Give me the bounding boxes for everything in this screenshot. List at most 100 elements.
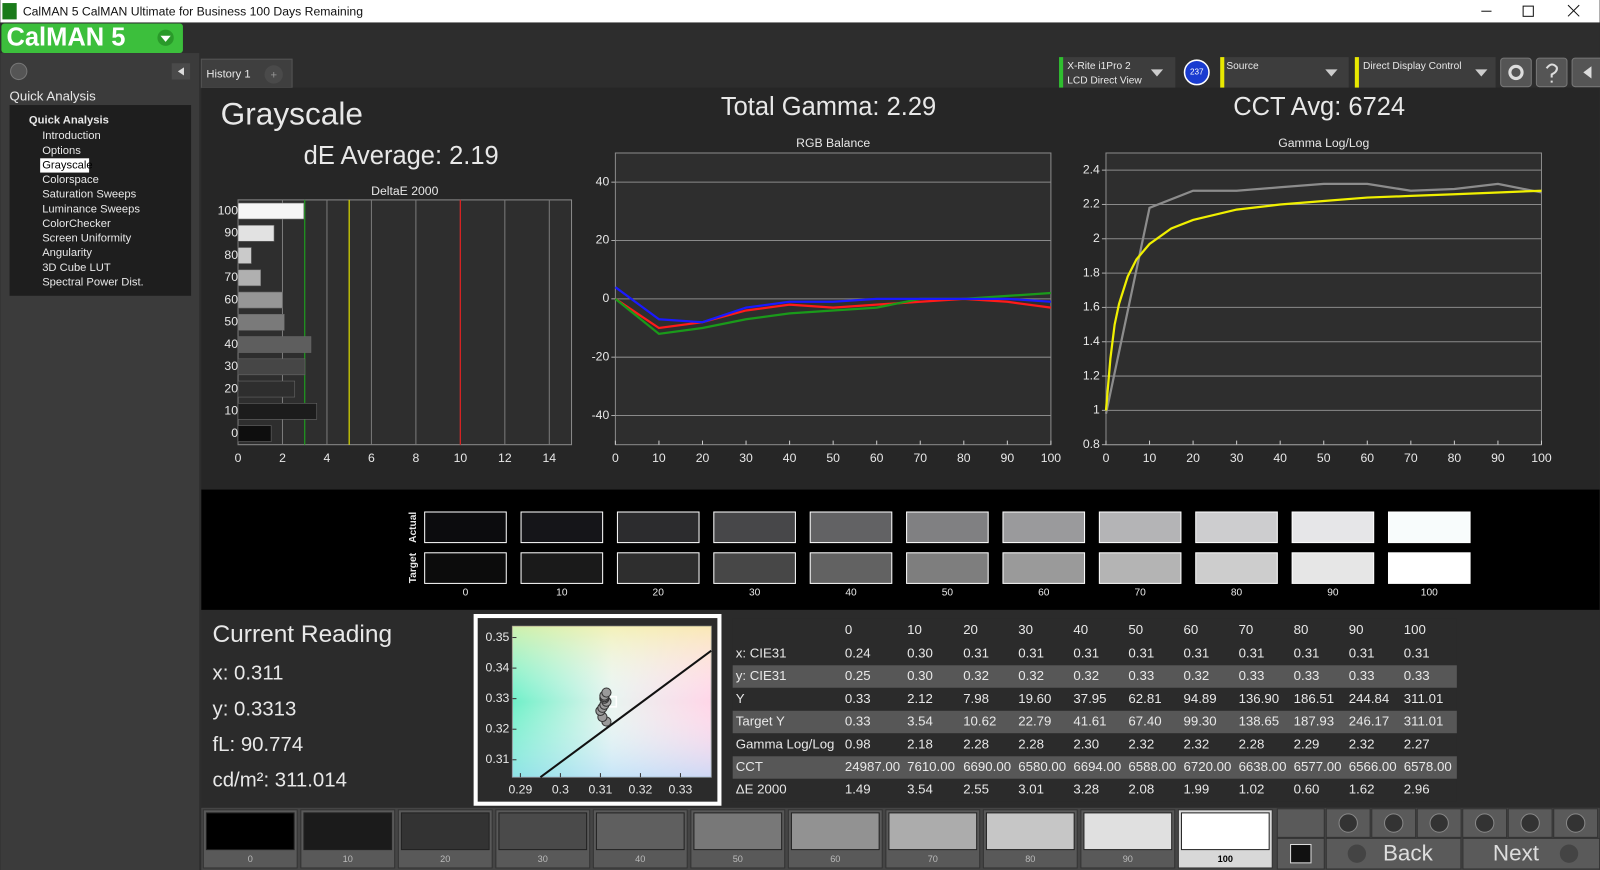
actual-swatch (809, 511, 893, 544)
source-label: Source (1226, 61, 1259, 72)
tree-item[interactable]: Luminance Sweeps (42, 203, 140, 215)
patch-label[interactable]: 10 (343, 854, 353, 864)
tab-label[interactable]: History 1 (206, 68, 250, 80)
logo-button[interactable] (1, 23, 183, 54)
table-cell: 0.31 (963, 645, 989, 660)
swatch-label: 0 (463, 587, 469, 598)
reading-value: cd/m²: 311.014 (213, 770, 347, 792)
swatch-label: 40 (845, 587, 857, 598)
table-cell: 1.49 (845, 782, 871, 797)
y-tick-label: 10 (224, 404, 238, 418)
logo: CalMAN 5 (6, 23, 125, 51)
x-tick-label: 80 (957, 451, 971, 465)
tree-item[interactable]: 3D Cube LUT (42, 262, 111, 274)
target-swatch (616, 552, 700, 584)
patch-label[interactable]: 70 (928, 854, 938, 864)
add-tab-label[interactable]: + (270, 69, 277, 81)
patch-swatch (400, 812, 490, 851)
y-tick-label: 0.8 (1083, 437, 1100, 451)
tree-item[interactable]: ColorChecker (42, 218, 111, 230)
help-button[interactable] (1535, 57, 1568, 88)
x-tick-label: 90 (1491, 451, 1505, 465)
patch-label[interactable]: 100 (1218, 854, 1233, 864)
bar (237, 247, 252, 264)
table-row-band (732, 756, 1457, 779)
back-label[interactable]: Back (1383, 841, 1434, 866)
x-tick-label: 70 (1404, 451, 1418, 465)
table-cell: 7.98 (963, 691, 989, 706)
table-cell: 0.33 (845, 691, 871, 706)
loop-icon (1474, 813, 1495, 833)
tree-item[interactable]: Angularity (42, 247, 92, 259)
table-cell: 0.25 (845, 668, 871, 683)
patch-label[interactable]: 80 (1025, 854, 1035, 864)
tree-item[interactable]: Colorspace (42, 174, 99, 186)
sidebar-pin[interactable] (10, 62, 28, 81)
table-cell: 0.31 (1404, 645, 1430, 660)
table-cell: 0.32 (1018, 668, 1044, 683)
table-cell: 1.02 (1239, 782, 1265, 797)
actual-swatch (1387, 511, 1471, 544)
display-select[interactable] (1354, 57, 1496, 88)
table-cell: 0.98 (845, 736, 871, 751)
table-cell: 1.99 (1183, 782, 1209, 797)
patch-label[interactable]: 20 (440, 854, 450, 864)
play-icon (1384, 813, 1404, 833)
dropdown-arrow (1325, 69, 1338, 77)
table-header: 90 (1349, 622, 1364, 637)
tree-item[interactable]: Spectral Power Dist. (42, 276, 144, 288)
bar (237, 269, 262, 287)
tree-item[interactable]: Saturation Sweeps (42, 189, 136, 201)
patch-label[interactable]: 40 (635, 854, 645, 864)
tree-selection (40, 158, 90, 173)
table-row-band (732, 710, 1457, 734)
meter-indicator (1059, 57, 1064, 88)
patch-label[interactable]: 30 (538, 854, 548, 864)
table-cell: 6566.00 (1349, 759, 1397, 774)
reading-value: y: 0.3313 (213, 698, 297, 720)
row-label: x: CIE31 (736, 645, 787, 660)
tree-item[interactable]: Introduction (42, 130, 101, 142)
table-cell: 24987.00 (845, 759, 900, 774)
source-select[interactable] (1220, 57, 1349, 88)
x-tick-label: 100 (1041, 451, 1062, 465)
table-cell: 246.17 (1349, 714, 1390, 729)
tree-item[interactable]: Options (42, 145, 81, 157)
bar (237, 313, 285, 331)
patch-label[interactable]: 0 (248, 854, 253, 864)
maximize-button[interactable] (1522, 5, 1534, 17)
help-icon (1545, 63, 1558, 83)
table-cell: 3.01 (1018, 782, 1044, 797)
x-tick-label: 10 (652, 451, 666, 465)
chart-title: Gamma Log/Log (1278, 136, 1369, 150)
x-tick-label: 0 (612, 451, 619, 465)
patch-label[interactable]: 60 (830, 854, 840, 864)
patch-swatch (205, 812, 295, 851)
next-label[interactable]: Next (1493, 841, 1540, 866)
x-tick-label: 0.29 (508, 783, 532, 797)
table-cell: 2.28 (1018, 736, 1044, 751)
close-button[interactable] (1567, 4, 1580, 17)
patch-label[interactable]: 90 (1123, 854, 1133, 864)
add-tab[interactable] (264, 65, 283, 84)
tree-item[interactable]: Grayscale (42, 159, 92, 171)
tree-item[interactable]: Screen Uniformity (42, 233, 131, 245)
tree-panel (9, 105, 192, 296)
meter-badge[interactable] (1183, 59, 1210, 86)
patch-swatch (498, 812, 588, 851)
x-tick-label: 20 (696, 451, 710, 465)
patch-swatch (693, 812, 783, 851)
patch-label[interactable]: 50 (733, 854, 743, 864)
settings-button[interactable] (1500, 57, 1532, 88)
y-tick-label: 0 (231, 426, 238, 440)
x-tick-label: 60 (870, 451, 884, 465)
swatch-label: 70 (1134, 587, 1146, 598)
x-tick-label: 10 (454, 451, 468, 465)
continuous-button[interactable] (1276, 808, 1325, 838)
table-cell: 138.65 (1239, 714, 1280, 729)
x-tick-label: 2 (279, 451, 286, 465)
tree-root[interactable]: Quick Analysis (29, 114, 109, 126)
x-tick-label: 30 (1230, 451, 1244, 465)
x-tick-label: 0.31 (589, 783, 613, 797)
actual-swatch (1291, 511, 1375, 544)
